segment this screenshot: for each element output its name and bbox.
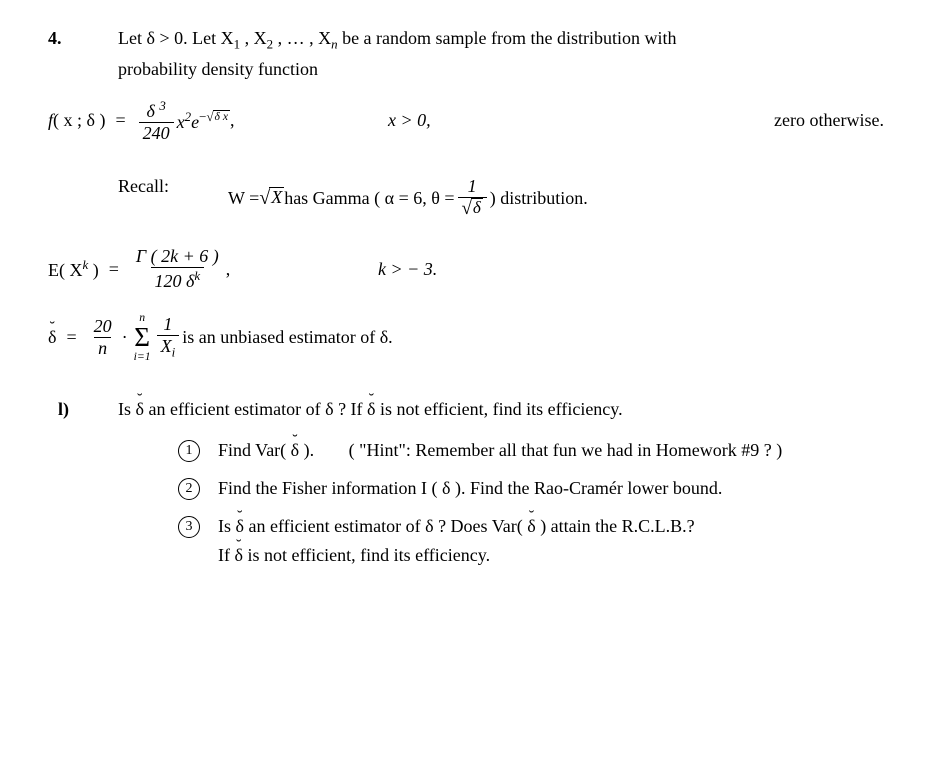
part-l-body: Is δ an efficient estimator of δ ? If δ …	[118, 399, 623, 420]
delta-breve-5: δ	[236, 516, 244, 537]
intro-text: Let δ > 0. Let X1 , X2 , … , Xn be a ran…	[118, 28, 677, 80]
x2: x2	[177, 109, 191, 133]
f-args: ( x ; δ )	[53, 110, 105, 131]
circled-3: 3	[178, 516, 200, 538]
e-term: e−√δ x	[191, 109, 230, 133]
delta-breve-7: δ	[235, 545, 243, 566]
eq1: =	[116, 110, 126, 131]
delta-breve-2: δ	[136, 399, 144, 420]
cdot: ·	[122, 327, 128, 348]
subpart-3: 3 Is δ an efficient estimator of δ ? Doe…	[178, 516, 894, 566]
circled-2: 2	[178, 478, 200, 500]
delta-breve-1: δ	[48, 327, 56, 348]
question-number: 4.	[48, 28, 118, 49]
intro-line2: probability density function	[118, 59, 677, 80]
exk-lhs: E( Xk )	[48, 257, 99, 281]
delta-breve-3: δ	[367, 399, 375, 420]
zero-otherwise: zero otherwise.	[568, 110, 894, 131]
circled-1: 1	[178, 440, 200, 462]
delta-breve-6: δ	[527, 516, 535, 537]
recall-label: Recall:	[118, 176, 228, 197]
fnum: δ	[146, 101, 159, 121]
gamma-frac: Γ ( 2k + 6 ) 120 δk	[132, 246, 223, 292]
sigma: n Σ i=1	[134, 312, 151, 362]
distribution-text: ) distribution.	[490, 188, 588, 209]
intro-pre: Let δ > 0. Let X	[118, 28, 234, 48]
intro-mid: , X	[240, 28, 267, 48]
w-eq: W =	[228, 188, 259, 209]
k-cond: k > − 3.	[378, 259, 558, 280]
x-gt-0: x > 0,	[388, 110, 568, 131]
intro-mid2: , … , X	[273, 28, 331, 48]
fden: 240	[139, 122, 174, 144]
recall-estimator: δ = 20 n · n Σ i=1 1 Xi is an unbiased e…	[48, 312, 894, 362]
eq3: =	[66, 327, 76, 348]
eq2: =	[109, 259, 119, 280]
part-l: l) Is δ an efficient estimator of δ ? If…	[48, 399, 894, 420]
comma2: ,	[226, 259, 231, 280]
frac-20-n: 20 n	[90, 316, 116, 359]
subpart-1-body: Find Var( δ ). ( "Hint": Remember all th…	[218, 440, 782, 461]
recall-row1: Recall: W = √X has Gamma ( α = 6, θ = 1 …	[48, 176, 894, 221]
question-header: 4. Let δ > 0. Let X1 , X2 , … , Xn be a …	[48, 28, 894, 80]
subparts: 1 Find Var( δ ). ( "Hint": Remember all …	[178, 440, 894, 566]
hint-text: ( "Hint": Remember all that fun we had i…	[349, 440, 783, 460]
comma1: ,	[230, 110, 235, 131]
unbiased-text: is an unbiased estimator of δ.	[182, 327, 392, 348]
delta-breve-4: δ	[291, 440, 299, 461]
frac-1-xi: 1 Xi	[157, 314, 180, 361]
recall-w-gamma: W = √X has Gamma ( α = 6, θ = 1 √δ ) dis…	[228, 176, 588, 221]
subpart-2: 2 Find the Fisher information I ( δ ). F…	[178, 478, 894, 500]
subpart-2-body: Find the Fisher information I ( δ ). Fin…	[218, 478, 722, 499]
sqrt-x: √X	[259, 187, 284, 210]
intro-post: be a random sample from the distribution…	[338, 28, 677, 48]
part-l-label: l)	[58, 399, 118, 420]
fnum-exp: 3	[159, 98, 165, 113]
gamma-text: has Gamma ( α = 6, θ =	[284, 188, 454, 209]
frac-1-sqrtd: 1 √δ	[458, 176, 487, 221]
pdf-equation: f( x ; δ ) = δ 3 240 x2 e−√δ x , x > 0, …	[48, 98, 894, 144]
frac-delta3-240: δ 3 240	[139, 98, 174, 144]
subpart-1: 1 Find Var( δ ). ( "Hint": Remember all …	[178, 440, 894, 462]
subpart-3-body: Is δ an efficient estimator of δ ? Does …	[218, 516, 695, 566]
recall-moment: E( Xk ) = Γ ( 2k + 6 ) 120 δk , k > − 3.	[48, 246, 894, 292]
